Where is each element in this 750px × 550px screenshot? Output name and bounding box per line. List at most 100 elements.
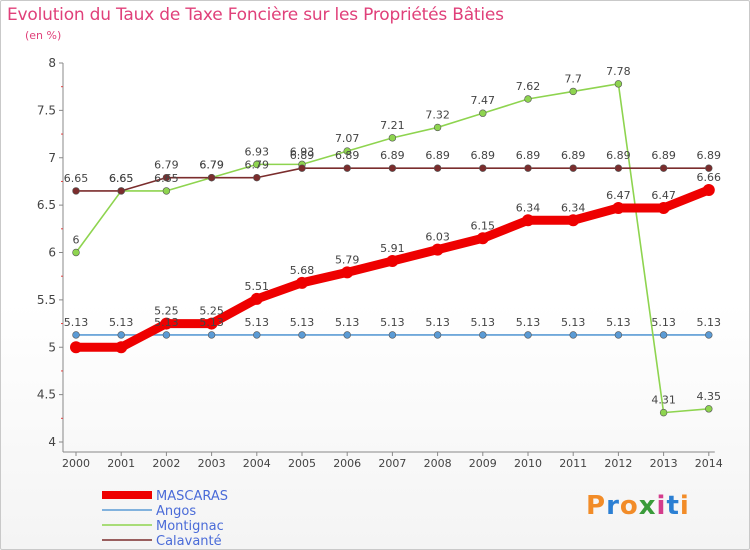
data-point-montignac bbox=[253, 160, 261, 169]
data-label-mascaras: 5.68 bbox=[290, 264, 315, 277]
data-point-montignac bbox=[659, 408, 668, 417]
data-point-angos bbox=[162, 331, 171, 339]
data-point-mascaras bbox=[341, 266, 354, 279]
x-tick-label: 2009 bbox=[469, 457, 497, 470]
data-point-montignac bbox=[524, 95, 532, 103]
data-label-montignac: 4.35 bbox=[697, 390, 722, 403]
data-point-calavanté bbox=[72, 187, 80, 195]
x-tick-label: 2002 bbox=[152, 457, 180, 470]
data-point-mascaras bbox=[205, 317, 218, 330]
data-label-angos: 5.13 bbox=[380, 316, 405, 329]
data-label-montignac: 7.78 bbox=[606, 65, 631, 78]
logo-letter: P bbox=[586, 491, 607, 521]
data-point-calavanté bbox=[705, 164, 713, 172]
data-label-angos: 5.13 bbox=[561, 316, 586, 329]
data-label-calavanté: 6.89 bbox=[380, 149, 405, 162]
data-point-mascaras bbox=[70, 341, 82, 354]
proxiti-logo: Proxiti bbox=[586, 491, 690, 521]
logo-letter: r bbox=[606, 491, 620, 521]
x-tick-label: 2003 bbox=[198, 457, 226, 470]
data-point-mascaras bbox=[386, 255, 399, 268]
data-label-angos: 5.13 bbox=[471, 316, 496, 329]
data-label-montignac: 7.21 bbox=[380, 119, 405, 132]
data-point-montignac bbox=[433, 123, 442, 132]
legend-label-montignac: Montignac bbox=[156, 519, 224, 534]
data-point-montignac bbox=[569, 87, 577, 96]
data-point-calavanté bbox=[569, 164, 577, 172]
data-label-mascaras: 6.15 bbox=[471, 219, 496, 232]
data-point-montignac bbox=[162, 187, 171, 195]
data-label-calavanté: 6.89 bbox=[425, 149, 450, 162]
y-tick-label: 4.5 bbox=[37, 388, 56, 402]
data-point-angos bbox=[253, 331, 261, 339]
data-point-calavanté bbox=[162, 173, 171, 182]
data-label-calavanté: 6.65 bbox=[64, 172, 89, 185]
data-label-mascaras: 5.25 bbox=[199, 305, 224, 318]
data-label-angos: 5.13 bbox=[697, 316, 722, 329]
data-label-angos: 5.13 bbox=[425, 316, 450, 329]
data-point-angos bbox=[433, 331, 442, 339]
x-tick-label: 2006 bbox=[333, 457, 361, 470]
y-tick-label: 6.5 bbox=[37, 198, 56, 212]
data-point-calavanté bbox=[207, 173, 216, 182]
data-label-angos: 5.13 bbox=[651, 316, 676, 329]
data-label-angos: 5.13 bbox=[516, 316, 541, 329]
data-point-montignac bbox=[479, 109, 487, 117]
data-point-calavanté bbox=[479, 164, 487, 172]
data-point-calavanté bbox=[343, 164, 351, 172]
data-label-montignac: 6.65 bbox=[109, 172, 134, 185]
data-label-montignac: 6.79 bbox=[199, 159, 224, 172]
y-axis-unit: (en %) bbox=[25, 29, 62, 42]
data-point-mascaras bbox=[296, 276, 308, 289]
data-point-mascaras bbox=[115, 341, 128, 354]
data-label-calavanté: 6.89 bbox=[697, 149, 722, 162]
data-label-angos: 5.13 bbox=[335, 316, 360, 329]
data-label-montignac: 6.93 bbox=[290, 145, 315, 158]
data-label-montignac: 7.32 bbox=[425, 108, 450, 121]
data-label-montignac: 4.31 bbox=[651, 394, 676, 407]
data-label-mascaras: 5.25 bbox=[154, 305, 179, 318]
data-label-calavanté: 6.89 bbox=[471, 149, 496, 162]
data-point-angos bbox=[388, 331, 397, 339]
data-point-mascaras bbox=[160, 317, 173, 330]
data-point-montignac bbox=[72, 248, 80, 257]
data-point-angos bbox=[298, 331, 306, 339]
y-tick-label: 6 bbox=[48, 246, 56, 260]
data-point-calavanté bbox=[524, 164, 532, 172]
logo-letter: o bbox=[619, 491, 639, 521]
data-point-calavanté bbox=[117, 187, 125, 195]
logo-letter: x bbox=[638, 491, 657, 521]
data-point-angos bbox=[524, 331, 532, 339]
data-label-mascaras: 6.47 bbox=[651, 189, 676, 202]
x-tick-label: 2008 bbox=[424, 457, 452, 470]
data-label-calavanté: 6.79 bbox=[199, 159, 224, 172]
data-label-montignac: 7.47 bbox=[471, 94, 496, 107]
legend-label-mascaras: MASCARAS bbox=[156, 489, 228, 504]
data-point-calavanté bbox=[298, 164, 306, 172]
data-label-mascaras: 5.79 bbox=[335, 253, 360, 266]
data-label-calavanté: 6.89 bbox=[335, 149, 360, 162]
data-point-mascaras bbox=[250, 292, 263, 305]
logo-letter: t bbox=[666, 491, 680, 521]
data-label-angos: 5.13 bbox=[154, 316, 179, 329]
x-tick-label: 2013 bbox=[650, 457, 678, 470]
data-label-mascaras: 6.34 bbox=[561, 201, 586, 214]
data-point-mascaras bbox=[476, 232, 489, 245]
data-label-calavanté: 6.89 bbox=[516, 149, 541, 162]
data-point-calavanté bbox=[253, 173, 261, 182]
data-point-angos bbox=[614, 331, 623, 339]
data-point-angos bbox=[343, 331, 351, 339]
data-point-montignac bbox=[614, 80, 623, 88]
data-label-calavanté: 6.79 bbox=[154, 159, 179, 172]
legend-label-calavanté: Calavanté bbox=[156, 534, 222, 549]
data-point-mascaras bbox=[567, 214, 580, 227]
data-point-mascaras bbox=[522, 214, 534, 227]
data-label-montignac: 7.62 bbox=[516, 80, 541, 93]
data-label-montignac: 7.7 bbox=[564, 72, 582, 85]
legend-label-angos: Angos bbox=[156, 504, 196, 519]
data-point-calavanté bbox=[433, 164, 442, 172]
data-label-calavanté: 6.79 bbox=[245, 159, 270, 172]
series-points bbox=[70, 80, 715, 417]
